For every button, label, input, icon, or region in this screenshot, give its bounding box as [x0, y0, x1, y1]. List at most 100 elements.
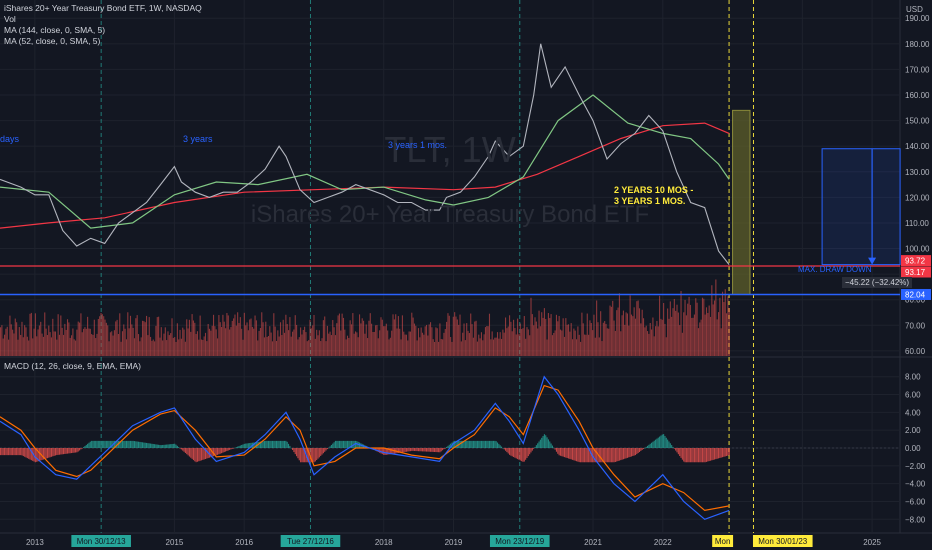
- volume-bar: [200, 339, 203, 356]
- volume-bar: [120, 341, 122, 356]
- macd-histogram-bar: [727, 448, 729, 456]
- macd-histogram-bar: [669, 443, 671, 448]
- macd-histogram-bar: [196, 448, 199, 462]
- drawdown-measure[interactable]: [821, 148, 901, 266]
- macd-histogram-bar: [159, 444, 161, 448]
- macd-histogram-bar: [443, 448, 445, 450]
- macd-histogram-bar: [329, 446, 331, 448]
- macd-histogram-bar: [350, 440, 353, 448]
- macd-histogram-bar: [434, 448, 436, 452]
- legend-ma52: MA (52, close, 0, SMA, 5): [4, 36, 101, 46]
- x-tick-label: 2013: [26, 538, 44, 547]
- volume-bar: [668, 318, 670, 356]
- volume-bar: [196, 331, 199, 356]
- macd-histogram-bar: [115, 440, 117, 448]
- volume-bar: [538, 310, 540, 356]
- volume-bar: [56, 339, 58, 356]
- macd-histogram-bar: [294, 448, 296, 455]
- volume-bar: [95, 338, 97, 356]
- macd-histogram-bar: [282, 440, 284, 448]
- macd-histogram-bar: [428, 448, 430, 452]
- volume-bar: [24, 325, 26, 356]
- macd-histogram-bar: [581, 448, 583, 463]
- volume-bar: [223, 321, 225, 356]
- macd-histogram-bar: [198, 448, 200, 462]
- macd-histogram-bar: [95, 440, 97, 448]
- volume-bar: [400, 339, 402, 356]
- volume-bar: [109, 332, 111, 356]
- macd-histogram-bar: [20, 448, 22, 456]
- macd-histogram-bar: [16, 448, 18, 456]
- volume-bar: [388, 339, 390, 356]
- volume-bar: [247, 330, 249, 356]
- macd-histogram-bar: [131, 440, 133, 448]
- macd-histogram-bar: [665, 437, 667, 448]
- macd-histogram-bar: [49, 448, 51, 458]
- macd-histogram-bar: [435, 448, 437, 453]
- macd-histogram-bar: [333, 442, 335, 448]
- volume-bar: [496, 332, 499, 356]
- volume-bar: [586, 313, 588, 356]
- volume-bar: [32, 338, 34, 356]
- volume-bar: [459, 314, 461, 356]
- volume-bar: [557, 321, 559, 356]
- volume-bar: [626, 313, 629, 356]
- macd-histogram-bar: [139, 441, 141, 448]
- volume-bar: [726, 313, 728, 356]
- macd-histogram-bar: [570, 448, 572, 460]
- x-highlight-label: Mon: [715, 537, 731, 546]
- macd-histogram-bar: [582, 448, 584, 463]
- macd-histogram-bar: [692, 448, 694, 463]
- volume-bar: [642, 318, 645, 356]
- volume-bar: [112, 335, 114, 356]
- macd-histogram-bar: [716, 448, 718, 459]
- volume-bar: [324, 316, 326, 356]
- macd-histogram-bar: [562, 448, 564, 457]
- volume-bar: [389, 337, 391, 356]
- volume-bar: [322, 320, 324, 356]
- macd-histogram-bar: [263, 441, 265, 448]
- volume-bar: [535, 321, 537, 356]
- volume-bar: [478, 334, 480, 356]
- drawdown-label: −45.22 (−32.42%): [842, 277, 913, 288]
- volume-bar: [37, 329, 39, 356]
- macd-histogram-bar: [184, 448, 186, 453]
- volume-bar: [143, 321, 145, 356]
- macd-histogram-bar: [549, 441, 551, 448]
- macd-histogram-bar: [708, 448, 710, 462]
- macd-histogram-bar: [70, 448, 73, 454]
- macd-histogram-bar: [310, 448, 312, 463]
- horizontal-levels[interactable]: [0, 265, 900, 296]
- volume-bar: [602, 322, 604, 356]
- macd-histogram-bar: [499, 445, 501, 448]
- volume-bar: [667, 308, 669, 356]
- macd-histogram-bar: [60, 448, 62, 455]
- macd-histogram-bar: [633, 448, 635, 456]
- volume-bar: [546, 339, 548, 356]
- volume-bar: [533, 325, 535, 356]
- volume-bar: [139, 341, 141, 356]
- volume-bar: [166, 340, 168, 356]
- macd-histogram-bar: [417, 448, 420, 452]
- volume-bar: [148, 317, 150, 356]
- volume-bar: [328, 333, 330, 356]
- volume-bar: [267, 335, 270, 356]
- macd-histogram-bar: [180, 448, 182, 450]
- macd-histogram-bar: [634, 448, 637, 456]
- macd-histogram-bar: [298, 448, 300, 461]
- volume-bar: [279, 322, 282, 356]
- macd-histogram-bar: [448, 444, 450, 448]
- volume-bar: [428, 324, 430, 356]
- macd-histogram-bar: [290, 447, 292, 449]
- macd-histogram-bar: [589, 448, 591, 463]
- macd-tick-label: −6.00: [905, 497, 926, 506]
- volume-bar: [155, 325, 157, 356]
- macd-histogram-bar: [158, 444, 160, 448]
- volume-bar: [573, 328, 575, 356]
- macd-histogram-bar: [64, 448, 66, 454]
- volume-bar: [357, 337, 359, 356]
- macd-histogram-bar: [668, 441, 670, 448]
- volume-bar: [609, 305, 611, 356]
- macd-histogram-bar: [425, 448, 428, 452]
